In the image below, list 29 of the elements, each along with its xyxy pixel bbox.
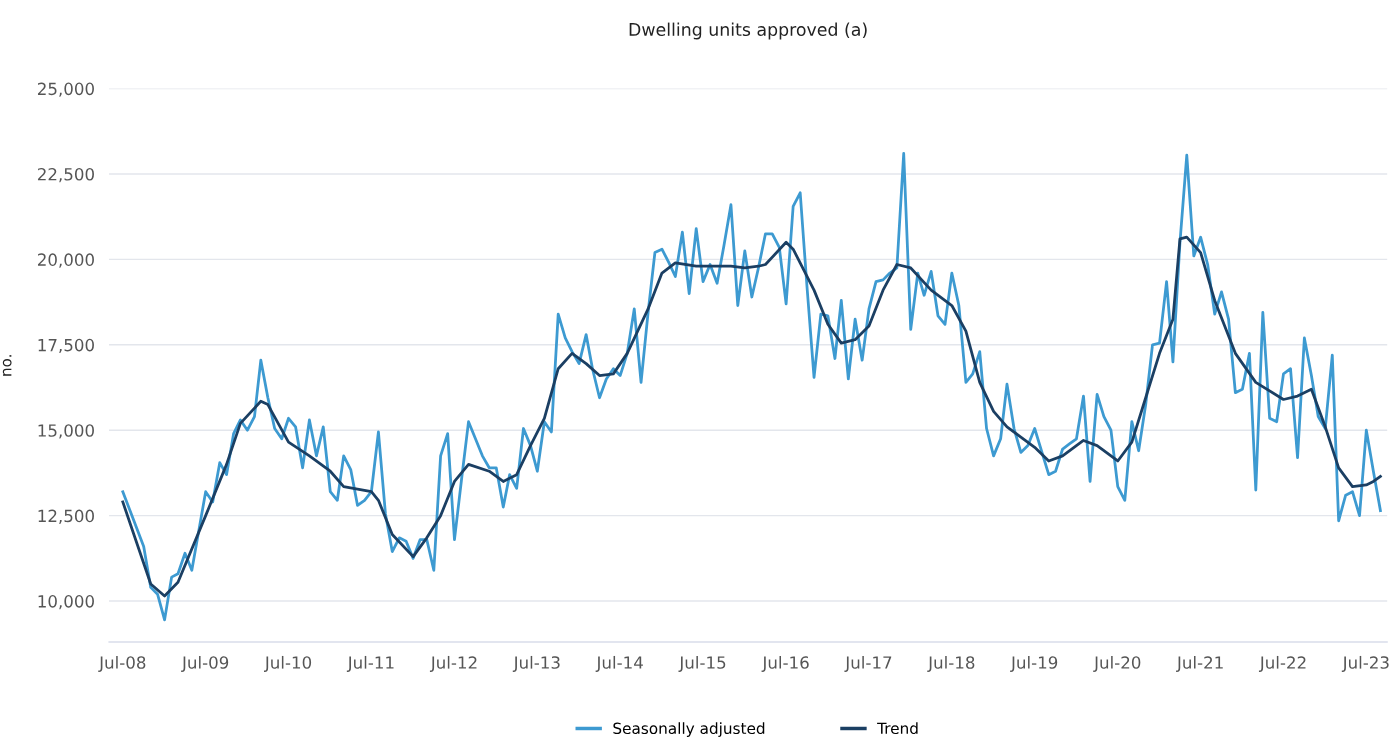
line-series	[121, 152, 1382, 622]
x-tick-label: Jul-16	[761, 655, 809, 672]
y-tick-label: 20,000	[37, 253, 94, 268]
y-tick-label: 17,500	[38, 338, 94, 354]
chart-title: Dwelling units approved (a)	[629, 22, 867, 40]
x-tick-label: Jul-09	[181, 655, 229, 672]
y-tick-label: 22,500	[37, 167, 94, 183]
x-tick-label: Jul-22	[1258, 655, 1306, 672]
legend-label: Trend	[877, 722, 918, 735]
x-tick-label: Jul-12	[429, 655, 477, 672]
x-tick-label: Jul-11	[346, 655, 394, 672]
x-tick-label: Jul-13	[512, 655, 560, 672]
x-tick-label: Jul-14	[595, 655, 643, 672]
y-tick-label: 15,000	[38, 424, 94, 439]
y-tick-label: 10,000	[38, 595, 94, 610]
x-tick-label: Jul-21	[1176, 655, 1223, 672]
line-series	[121, 235, 1382, 598]
legend-label: Seasonally adjusted	[613, 722, 765, 738]
y-tick-label: 25,000	[37, 82, 94, 97]
x-tick-label: Jul-20	[1093, 655, 1141, 672]
x-tick-label: Jul-15	[678, 655, 726, 672]
x-tick-label: Jul-08	[98, 655, 146, 672]
x-tick-label: Jul-10	[264, 655, 312, 672]
x-tick-label: Jul-23	[1341, 655, 1389, 672]
x-tick-label: Jul-17	[844, 655, 892, 672]
y-tick-label: 12,500	[38, 509, 94, 524]
x-tick-label: Jul-18	[927, 655, 975, 672]
x-tick-label: Jul-19	[1010, 655, 1058, 672]
y-axis-title: no.	[2, 355, 12, 376]
